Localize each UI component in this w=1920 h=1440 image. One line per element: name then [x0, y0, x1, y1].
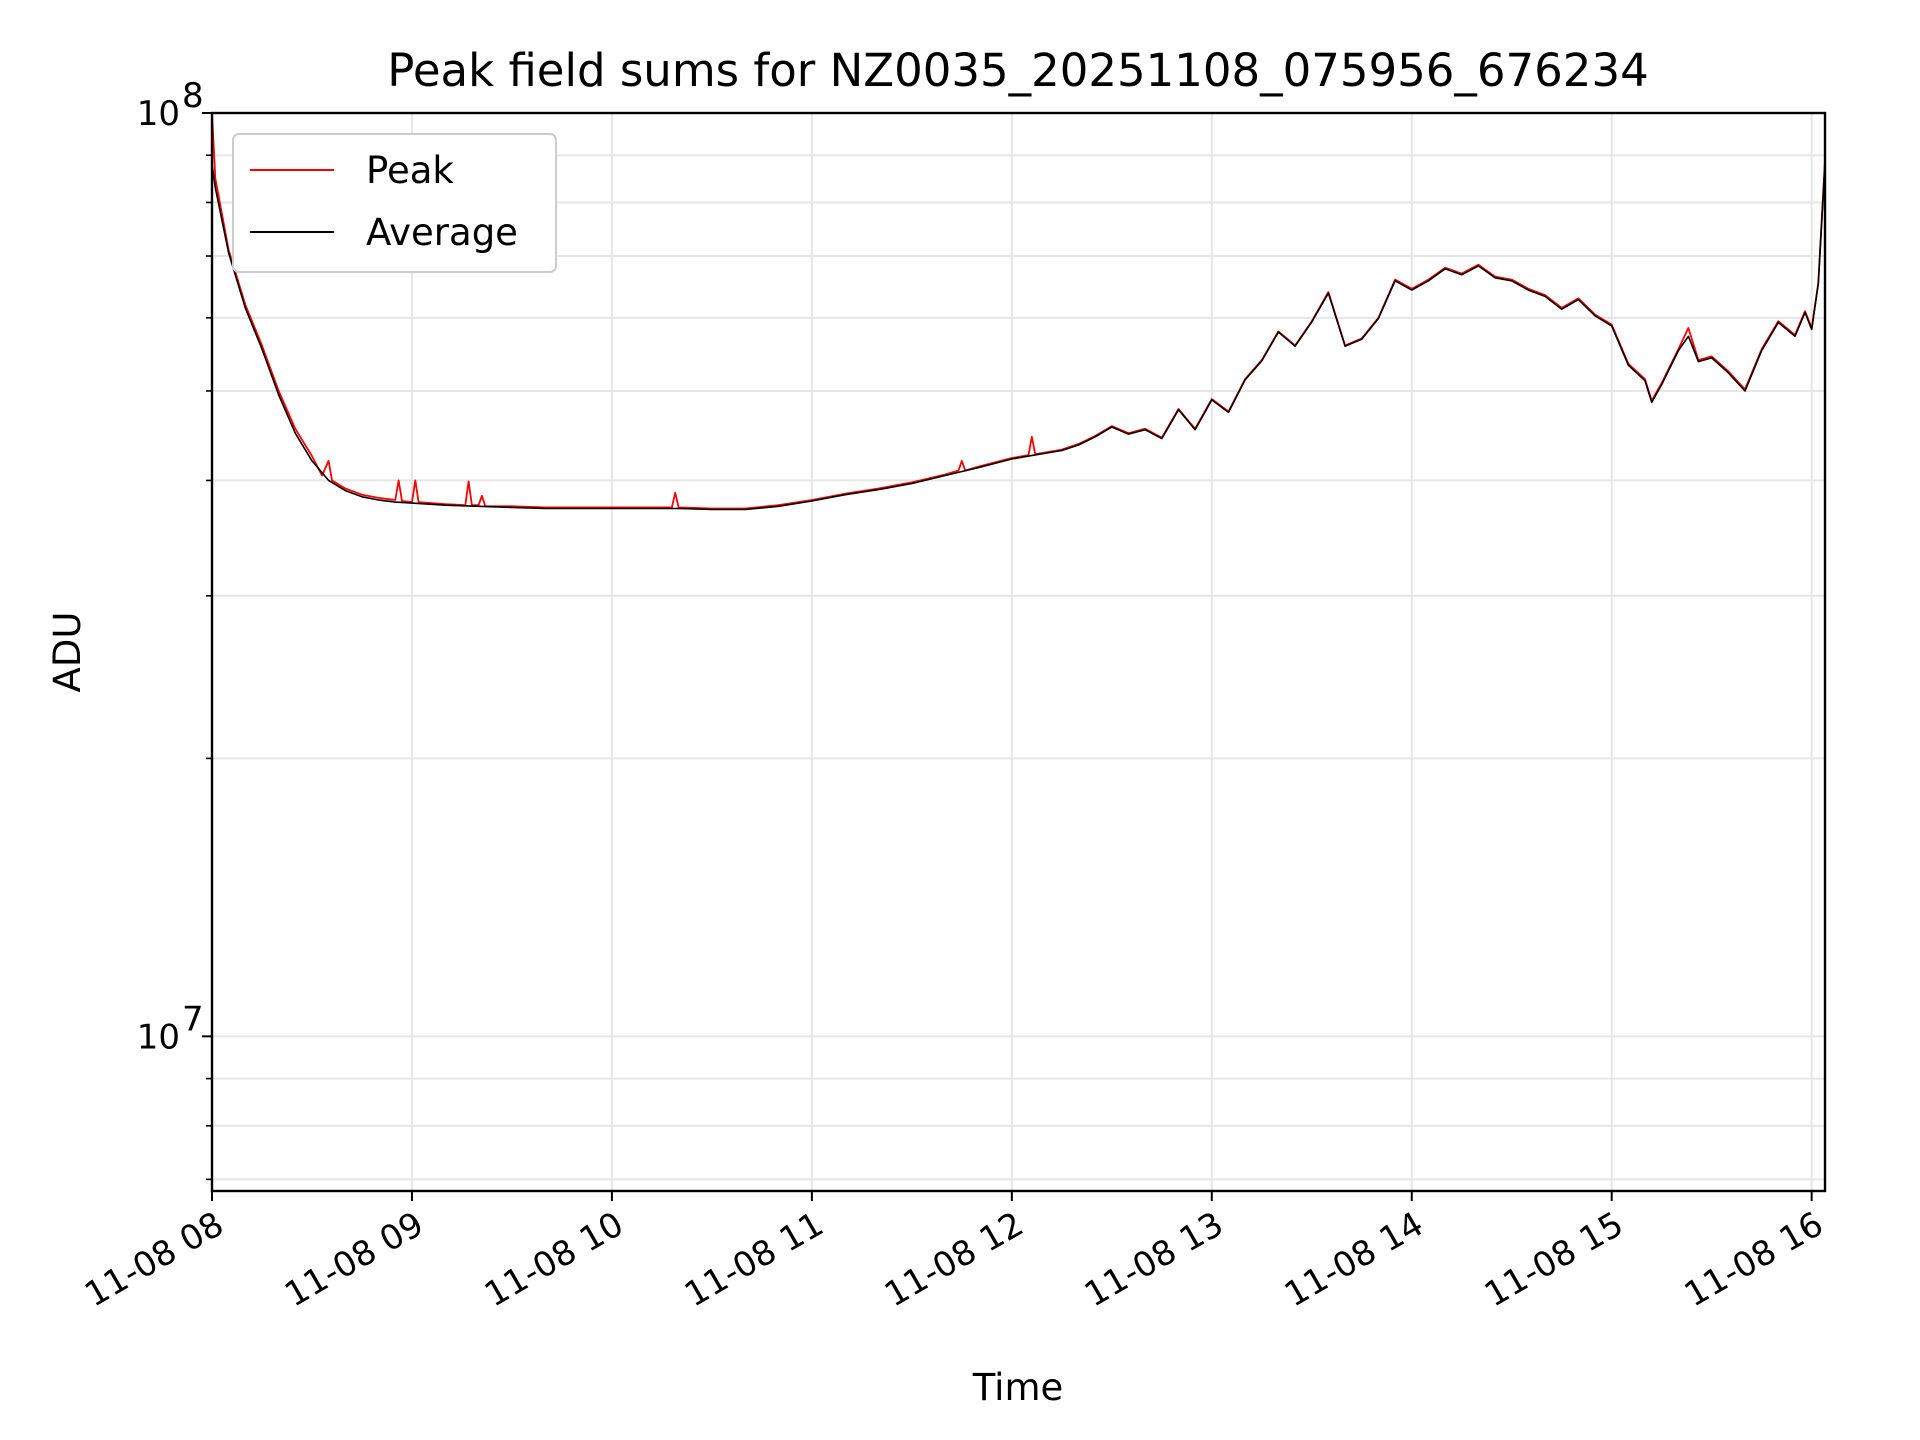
y-tick-base: 10 — [137, 94, 180, 134]
series-line-average — [212, 161, 1825, 511]
chart-title: Peak field sums for NZ0035_20251108_0759… — [387, 44, 1648, 97]
y-tick-exponent: 7 — [182, 999, 204, 1039]
legend-label-peak: Peak — [366, 149, 454, 192]
legend: Peak Average — [232, 133, 557, 273]
y-tick-label: 10 — [137, 94, 180, 134]
y-axis-label: ADU — [46, 612, 89, 693]
y-tick-exponent: 8 — [182, 76, 204, 116]
plot-lines — [212, 113, 1825, 511]
y-tick-base: 10 — [137, 1017, 180, 1057]
legend-label-average: Average — [366, 211, 518, 254]
plot-frame — [210, 111, 1827, 1193]
legend-box — [232, 133, 557, 273]
y-tick-label: 10 — [137, 1017, 180, 1057]
x-axis-label: Time — [972, 1366, 1064, 1409]
